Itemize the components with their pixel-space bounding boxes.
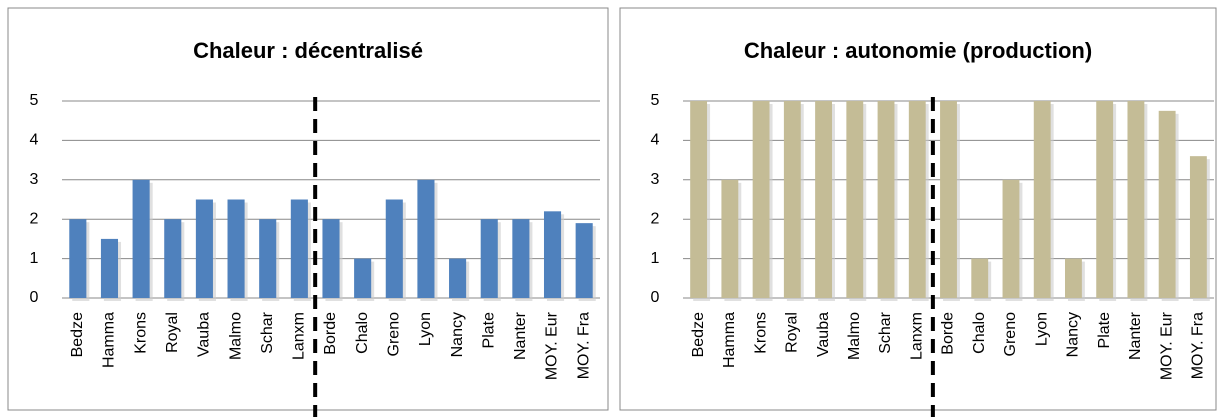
bar — [322, 219, 340, 298]
bar — [132, 179, 150, 298]
bar — [100, 238, 119, 298]
x-tick-label: Lanxm — [908, 312, 925, 360]
x-tick-label: Vauba — [196, 312, 213, 357]
x-tick-label: Bedze — [69, 312, 86, 357]
x-tick-label: Borde — [940, 312, 957, 355]
y-tick-label: 4 — [651, 132, 660, 149]
x-tick-label: Nancy — [449, 312, 466, 357]
x-tick-label: Lyon — [417, 312, 434, 346]
y-tick-label: 0 — [651, 289, 660, 306]
y-tick-label: 1 — [30, 250, 39, 267]
x-tick-label: Greno — [386, 312, 403, 357]
x-tick-label: Plate — [480, 312, 497, 349]
bar — [783, 101, 801, 298]
bar — [690, 101, 708, 298]
bar — [69, 219, 87, 298]
bar — [385, 199, 403, 298]
bar — [752, 101, 770, 298]
bar — [971, 258, 989, 298]
x-tick-label: MOY. Fra — [1190, 312, 1207, 379]
y-tick-label: 5 — [651, 92, 660, 109]
bar — [417, 179, 435, 298]
x-tick-label: MOY. Eur — [1158, 311, 1175, 380]
y-tick-label: 2 — [30, 210, 39, 227]
y-tick-label: 5 — [30, 92, 39, 109]
bar — [908, 101, 926, 298]
bar — [1127, 101, 1145, 298]
x-tick-label: Lyon — [1033, 312, 1050, 346]
x-tick-label: Greno — [1002, 312, 1019, 357]
y-tick-label: 0 — [30, 289, 39, 306]
bar — [164, 219, 182, 298]
bar — [543, 211, 562, 298]
x-tick-label: MOY. Fra — [575, 312, 592, 379]
x-tick-label: Nanter — [1127, 311, 1144, 360]
x-tick-label: Krons — [752, 312, 769, 354]
bar — [1158, 110, 1176, 298]
bar — [227, 199, 245, 298]
bar — [721, 179, 739, 298]
bar — [877, 101, 895, 298]
y-tick-label: 1 — [651, 250, 660, 267]
bar — [575, 223, 593, 298]
x-tick-label: Lanxm — [291, 312, 308, 360]
x-tick-label: Borde — [322, 312, 339, 355]
x-tick-label: Royal — [164, 312, 181, 353]
x-tick-label: Malmo — [846, 312, 863, 360]
x-tick-label: Schar — [877, 311, 894, 353]
bar — [940, 101, 957, 298]
x-tick-label: Chalo — [971, 312, 988, 354]
bar — [815, 101, 832, 298]
bar — [259, 219, 277, 298]
x-tick-label: Plate — [1096, 312, 1113, 349]
bar — [354, 258, 372, 298]
x-tick-label: Chalo — [354, 312, 371, 354]
y-tick-label: 2 — [651, 210, 660, 227]
bar — [512, 219, 530, 298]
y-tick-label: 3 — [30, 171, 39, 188]
bar — [290, 199, 308, 298]
bar — [449, 258, 467, 298]
bar — [480, 219, 498, 298]
bar — [1189, 156, 1207, 298]
x-tick-label: Hamma — [101, 312, 118, 368]
chart-title: Chaleur : autonomie (production) — [744, 38, 1092, 63]
x-tick-label: Schar — [259, 311, 276, 353]
y-tick-label: 4 — [30, 132, 39, 149]
y-tick-label: 3 — [651, 171, 660, 188]
bar — [1065, 258, 1082, 298]
x-tick-label: Nanter — [512, 311, 529, 360]
bar — [1033, 101, 1051, 298]
x-tick-label: Bedze — [690, 312, 707, 357]
bar — [846, 101, 864, 298]
x-tick-label: Hamma — [721, 312, 738, 368]
bar — [1002, 179, 1020, 298]
x-tick-label: Nancy — [1065, 312, 1082, 357]
x-tick-label: Malmo — [227, 312, 244, 360]
x-tick-label: Vauba — [815, 312, 832, 357]
chart-title: Chaleur : décentralisé — [193, 38, 423, 63]
x-tick-label: Krons — [132, 312, 149, 354]
bar — [1096, 101, 1114, 298]
bar — [195, 199, 213, 298]
x-tick-label: Royal — [784, 312, 801, 353]
x-tick-label: MOY. Eur — [544, 311, 561, 380]
